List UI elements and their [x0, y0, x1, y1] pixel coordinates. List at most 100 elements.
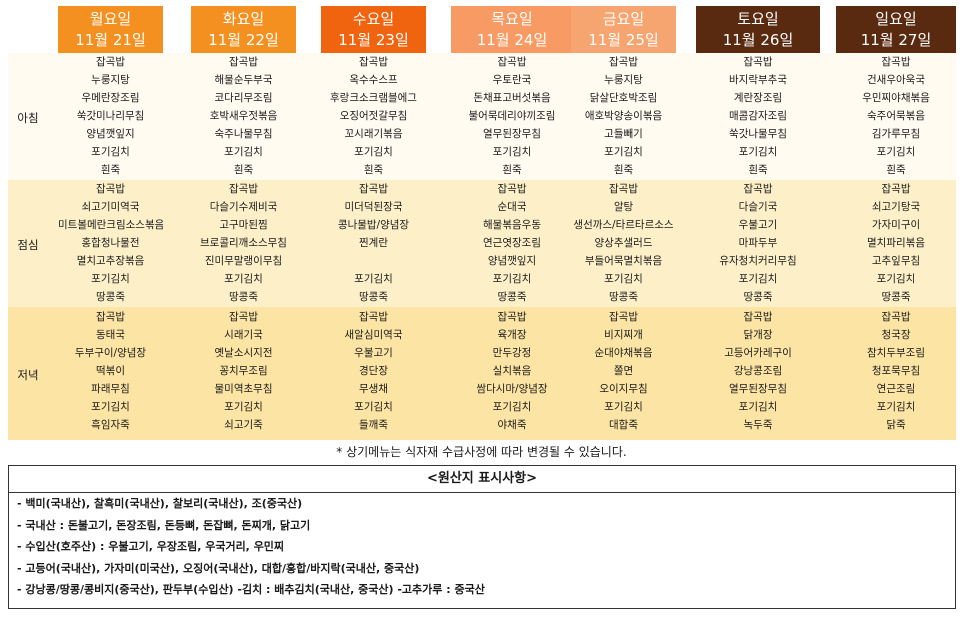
meal-label-lunch: 점심 — [17, 238, 39, 252]
menu-item: 청국장 — [881, 329, 911, 341]
menu-item: 잡곡밥 — [609, 311, 638, 323]
menu-item: 잡곡밥 — [609, 56, 638, 68]
menu-item: 육개장 — [497, 329, 527, 341]
menu-item: 김가루무침 — [871, 128, 921, 140]
menu-item: 잡곡밥 — [881, 56, 911, 68]
lunch-cell: 잡곡밥 쇠고기미역국 미트볼메란크림소스볶음 홍합청나물전 멸치고추장볶음 포기김치 땅콩죽 — [58, 180, 163, 307]
menu-item: 강낭콩조림 — [733, 365, 783, 377]
menu-item: 후랑크소크램블에그 — [330, 92, 417, 104]
menu-item: 포기김치 — [91, 273, 130, 285]
menu-item: 누룽지탕 — [604, 74, 643, 86]
menu-item: 고구마된찜 — [219, 219, 268, 231]
origin-line: - 수입산(호주산) : 우불고기, 우장조림, 우국거리, 우민찌 — [17, 540, 285, 553]
weekly-menu: 아침 점심 저녁 월요일 11월 21일 잡곡밥 누룽지탕 우메란장조림 쑥갓미나리무침 양… — [8, 6, 956, 440]
breakfast-cell: 잡곡밥 우토란국 돈채표고버섯볶음 불어묵데리야끼조림 열무된장무침 포기김치 흰죽 — [451, 53, 573, 180]
menu-item: 순대국 — [497, 201, 527, 213]
menu-item: 미더덕된장국 — [344, 201, 403, 213]
menu-item: 매콤감자조림 — [729, 110, 787, 122]
breakfast-cell: 잡곡밥 옥수수스프 후랑크소크램블에그 오징어젓갈무침 꼬시래기볶음 포기김치 흰죽 — [321, 53, 426, 180]
origin-line: - 강낭콩/땅콩/콩비지(중국산), 판두부(수입산) -김치 : 배추김치(국… — [17, 583, 485, 596]
menu-item: 계란장조림 — [733, 92, 783, 104]
lunch-cell: 잡곡밥 다슬기국 우불고기 마파두부 유자청치커리무침 포기김치 땅콩죽 — [696, 180, 820, 307]
menu-item: 포기김치 — [354, 146, 393, 158]
origin-title: <원산지 표시사항> — [9, 466, 955, 493]
menu-item: 고추잎무침 — [871, 255, 921, 267]
breakfast-cell: 잡곡밥 바지락부추국 계란장조림 매콤감자조림 쑥갓나물무침 포기김치 흰죽 — [696, 53, 820, 180]
menu-item: 고들빼기 — [604, 128, 643, 140]
menu-item: 순대야채볶음 — [594, 347, 653, 359]
menu-item: 잡곡밥 — [743, 311, 773, 323]
dinner-cell: 잡곡밥 새알심미역국 우불고기 경단장 무생채 포기김치 들깨죽 — [321, 307, 426, 440]
menu-item: 잡곡밥 — [497, 183, 527, 195]
menu-item: 쑥갓미나리무침 — [76, 110, 145, 122]
menu-item: 잡곡밥 — [96, 311, 125, 323]
menu-item: 흰죽 — [886, 164, 906, 176]
menu-item: 청포묵무침 — [871, 365, 921, 377]
day-column: 일요일 11월 27일 잡곡밥 건새우아욱국 우민찌야채볶음 숙주어묵볶음 김가루무침 포기김… — [836, 6, 956, 440]
menu-item: 흰죽 — [613, 164, 634, 176]
menu-item: 포기김치 — [738, 273, 778, 285]
menu-item: 잡곡밥 — [881, 311, 911, 323]
menu-item: 우민찌야채볶음 — [862, 92, 930, 104]
menu-item: 잡곡밥 — [743, 56, 773, 68]
menu-item: 포기김치 — [604, 273, 643, 285]
lunch-cell: 잡곡밥 쇠고기탕국 가자미구이 멸치파리볶음 고추잎무침 포기김치 땅콩죽 — [836, 180, 956, 307]
menu-note: * 상기메뉴는 식자재 수급사정에 따라 변경될 수 있습니다. — [336, 445, 627, 459]
menu-item: 돈채표고버섯볶음 — [473, 92, 551, 104]
menu-item: 흰죽 — [100, 164, 121, 176]
breakfast-cell: 잡곡밥 누룽지탕 닭살단호박조림 애호박양송이볶음 고들빼기 포기김치 흰죽 — [571, 53, 676, 180]
menu-item: 호박새우젓볶음 — [209, 110, 278, 122]
menu-item: 파래무침 — [91, 383, 130, 395]
origin-box: <원산지 표시사항> - 백미(국내산), 찰흑미(국내산), 찰보리(국내산)… — [8, 465, 956, 609]
origin-line: - 고등어(국내산), 가자미(미국산), 오징어(국내산), 대합/홍합/바지… — [17, 561, 420, 575]
breakfast-cell: 잡곡밥 누룽지탕 우메란장조림 쑥갓미나리무침 양념깻잎지 포기김치 흰죽 — [58, 53, 163, 180]
menu-item: 잡곡밥 — [881, 183, 911, 195]
menu-item: 실치볶음 — [492, 365, 532, 377]
menu-item: 쇠고기죽 — [224, 419, 263, 431]
menu-item: 포기김치 — [224, 273, 263, 285]
dinner-cell: 잡곡밥 청국장 참치두부조림 청포묵무침 연근조림 포기김치 닭죽 — [836, 307, 956, 440]
menu-item: 닭개장 — [743, 329, 773, 341]
menu-item: 해물순두부국 — [214, 74, 273, 86]
menu-item: 닭죽 — [886, 419, 906, 431]
menu-item: 오이지무침 — [599, 383, 648, 395]
menu-item: 흰죽 — [363, 164, 384, 176]
menu-item: 우메란장조림 — [81, 92, 140, 104]
menu-item: 잡곡밥 — [497, 311, 527, 323]
menu-item: 옛날소시지전 — [214, 347, 273, 359]
menu-item: 포기김치 — [224, 401, 263, 413]
menu-item: 녹두죽 — [743, 419, 773, 431]
menu-item: 흑임자죽 — [91, 419, 130, 431]
menu-item: 건새우아욱국 — [867, 74, 925, 86]
day-column: 금요일 11월 25일 잡곡밥 누룽지탕 닭살단호박조림 애호박양송이볶음 고들빼기 포기김치… — [571, 6, 676, 440]
menu-item: 열무된장무침 — [729, 383, 787, 395]
menu-item: 우토란국 — [492, 74, 532, 86]
menu-item: 마파두부 — [738, 237, 778, 249]
menu-item: 포기김치 — [604, 146, 643, 158]
menu-item: 땅콩죽 — [96, 291, 125, 303]
menu-item: 흰죽 — [748, 164, 768, 176]
origin-line: - 국내산 : 돈불고기, 돈장조림, 돈등뼈, 돈잡뼈, 돈찌개, 닭고기 — [17, 518, 311, 532]
menu-item: 쌈다시마/양념장 — [476, 383, 548, 395]
breakfast-cell: 잡곡밥 건새우아욱국 우민찌야채볶음 숙주어묵볶음 김가루무침 포기김치 흰죽 — [836, 53, 956, 180]
lunch-cell: 잡곡밥 알탕 생선까스/타르타르소스 양상추샐러드 부들어묵멸치볶음 포기김치 땅콩죽 — [571, 180, 676, 307]
day-column: 목요일 11월 24일 잡곡밥 우토란국 돈채표고버섯볶음 불어묵데리야끼조림 열무된장무침… — [451, 6, 573, 440]
menu-item: 양념깻잎지 — [487, 255, 537, 267]
menu-item: 누룽지탕 — [91, 74, 130, 86]
menu-item: 만두강정 — [492, 347, 532, 359]
menu-item: 꼬시래기볶음 — [344, 128, 403, 140]
menu-item: 양념깻잎지 — [86, 128, 135, 140]
day-name: 토요일 — [737, 10, 779, 28]
menu-item: 부들어묵멸치볶음 — [584, 255, 663, 267]
menu-item: 우불고기 — [354, 347, 393, 359]
menu-item: 연근엿장조림 — [483, 237, 541, 249]
menu-item: 포기김치 — [91, 146, 130, 158]
day-name: 화요일 — [222, 10, 265, 28]
menu-item: 땅콩죽 — [609, 291, 638, 303]
menu-item: 포기김치 — [354, 273, 393, 285]
day-column: 수요일 11월 23일 잡곡밥 옥수수스프 후랑크소크램블에그 오징어젓갈무침 꼬시래기볶음… — [321, 6, 426, 440]
menu-item: 양상추샐러드 — [594, 237, 653, 249]
menu-item: 멸치고추장볶음 — [76, 255, 145, 267]
menu-item: 흰죽 — [233, 164, 254, 176]
menu-item: 땅콩죽 — [229, 291, 258, 303]
